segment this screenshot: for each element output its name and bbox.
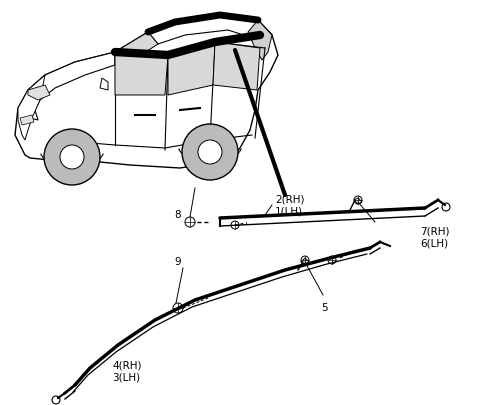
Circle shape (198, 140, 222, 164)
Polygon shape (28, 85, 50, 100)
Text: 4(RH): 4(RH) (112, 360, 142, 370)
Circle shape (60, 145, 84, 169)
Circle shape (182, 124, 238, 180)
Polygon shape (213, 42, 260, 90)
Polygon shape (168, 42, 215, 95)
Polygon shape (15, 15, 278, 168)
Polygon shape (148, 15, 272, 44)
Text: 2(RH): 2(RH) (275, 195, 304, 205)
Polygon shape (115, 32, 158, 65)
Circle shape (44, 129, 100, 185)
Text: 5: 5 (322, 303, 328, 313)
Text: 3(LH): 3(LH) (112, 372, 140, 382)
Text: 8: 8 (175, 210, 181, 220)
Polygon shape (248, 20, 272, 60)
Polygon shape (20, 115, 34, 125)
Polygon shape (115, 52, 168, 95)
Text: 7(RH): 7(RH) (420, 227, 449, 237)
Text: 6(LH): 6(LH) (420, 239, 448, 249)
Polygon shape (100, 78, 108, 90)
Text: 9: 9 (175, 257, 181, 267)
Polygon shape (28, 52, 115, 120)
Polygon shape (18, 75, 45, 140)
Text: 1(LH): 1(LH) (275, 207, 303, 217)
